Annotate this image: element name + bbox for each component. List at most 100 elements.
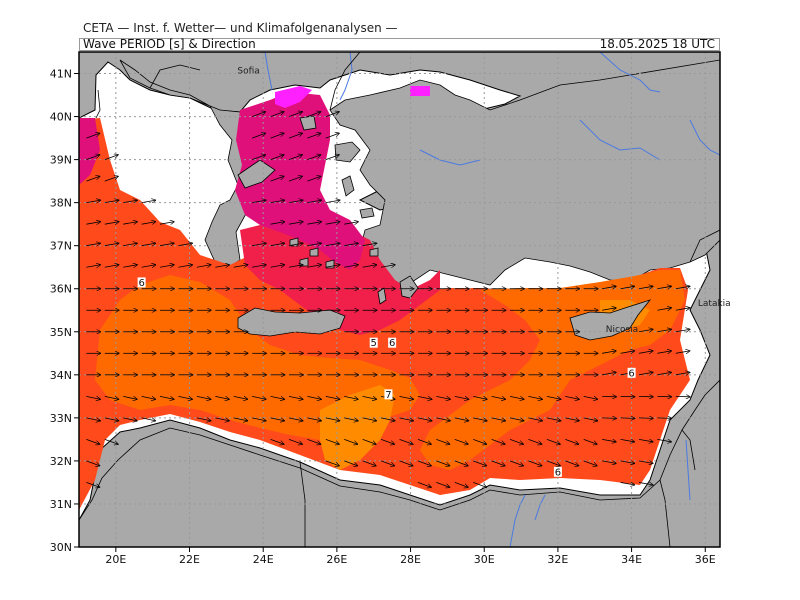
direction-arrow: [638, 329, 653, 331]
direction-arrow: [86, 200, 100, 202]
euboea-island: [237, 159, 276, 189]
period-8-field: [240, 225, 440, 335]
direction-arrow: [602, 461, 616, 463]
direction-arrow: [141, 222, 156, 224]
river-euphrates: [689, 119, 720, 156]
y-tick-label: 36N: [50, 283, 72, 296]
direction-arrow: [325, 395, 340, 399]
direction-arrow: [620, 461, 635, 463]
direction-arrow: [657, 439, 671, 441]
direction-arrow: [288, 133, 302, 139]
direction-arrow: [657, 286, 671, 288]
direction-arrow: [86, 176, 99, 182]
direction-arrow: [307, 155, 320, 160]
direction-arrow: [473, 482, 486, 487]
direction-arrow: [104, 395, 119, 399]
direction-arrow: [565, 417, 579, 421]
direction-arrow: [417, 460, 431, 466]
direction-arrow: [159, 265, 174, 267]
direction-arrow: [657, 351, 671, 353]
direction-arrow: [178, 395, 192, 399]
direction-arrow: [509, 460, 523, 466]
direction-arrow: [141, 200, 156, 202]
contour-label-bg: [384, 389, 393, 400]
direction-arrow: [657, 372, 671, 374]
direction-arrow: [307, 417, 321, 421]
direction-arrow: [307, 439, 320, 444]
parameter-bar: Wave PERIOD [s] & Direction 18.05.2025 1…: [79, 37, 720, 51]
direction-arrow: [270, 417, 285, 421]
direction-arrow: [362, 265, 377, 267]
africa-land: [79, 379, 720, 547]
contour-label-bg: [137, 277, 146, 288]
direction-arrow: [325, 200, 340, 202]
y-tick-label: 37N: [50, 240, 72, 253]
contour-label: 6: [389, 338, 395, 349]
border-2: [329, 52, 361, 111]
direction-arrow: [104, 200, 119, 202]
y-tick-label: 33N: [50, 412, 72, 425]
contour-label: 6: [628, 368, 634, 379]
direction-arrow: [399, 417, 414, 421]
direction-arrow: [288, 417, 303, 421]
direction-arrow: [491, 395, 506, 399]
direction-arrow: [344, 395, 358, 399]
direction-arrow: [252, 112, 265, 117]
direction-arrow: [307, 265, 321, 267]
direction-arrow: [546, 439, 560, 444]
direction-arrow: [123, 265, 137, 267]
direction-arrow: [196, 395, 211, 399]
direction-arrow: [491, 460, 505, 466]
x-tick-label: 34E: [621, 553, 642, 566]
direction-arrow: [620, 351, 635, 353]
border-6: [681, 429, 696, 471]
direction-arrow: [657, 329, 671, 331]
direction-arrow: [252, 265, 266, 267]
direction-arrow: [123, 200, 137, 202]
direction-arrow: [436, 417, 450, 421]
direction-arrow: [86, 395, 100, 399]
y-tick-label: 39N: [50, 154, 72, 167]
contour-label-bg: [369, 337, 378, 348]
y-tick-label: 32N: [50, 455, 72, 468]
border-5: [659, 479, 671, 547]
direction-arrow: [417, 417, 432, 421]
direction-arrow: [362, 417, 377, 421]
river-menderes: [419, 149, 481, 166]
borders: [95, 52, 720, 547]
x-tick-label: 28E: [400, 553, 421, 566]
direction-arrow: [528, 460, 541, 466]
direction-arrow: [270, 439, 284, 444]
rivers: [264, 52, 720, 547]
direction-arrow: [399, 460, 413, 466]
direction-arrow: [620, 439, 635, 441]
river-sakarya: [579, 119, 661, 161]
direction-arrow: [270, 112, 284, 117]
direction-arrow: [583, 395, 598, 399]
direction-arrow: [270, 265, 285, 267]
direction-arrow: [675, 372, 690, 374]
karpathos-island: [377, 287, 387, 305]
direction-arrow: [454, 395, 469, 399]
map-body: [79, 52, 720, 547]
river-maritsa: [339, 52, 353, 101]
direction-arrow: [325, 155, 339, 160]
direction-arrow: [215, 417, 229, 421]
period-9-field: [235, 92, 365, 270]
direction-arrow: [436, 460, 449, 466]
direction-arrow: [344, 243, 358, 245]
direction-arrow: [344, 439, 357, 444]
direction-arrow: [344, 265, 358, 267]
direction-arrow: [380, 460, 394, 466]
contour-labels: 6 5 6 7 6 6: [137, 277, 636, 478]
river-struma: [264, 52, 273, 91]
direction-arrow: [344, 417, 358, 421]
direction-arrow: [325, 133, 339, 139]
x-axis-ticks: 20E 22E 24E 26E 28E 30E 32E 34E 36E: [105, 547, 716, 566]
contour-label-bg: [627, 367, 636, 378]
direction-arrow: [104, 417, 119, 421]
direction-arrow: [123, 222, 137, 224]
crete-island: [237, 307, 346, 337]
direction-arrow: [325, 265, 340, 267]
direction-arrow: [252, 133, 265, 139]
